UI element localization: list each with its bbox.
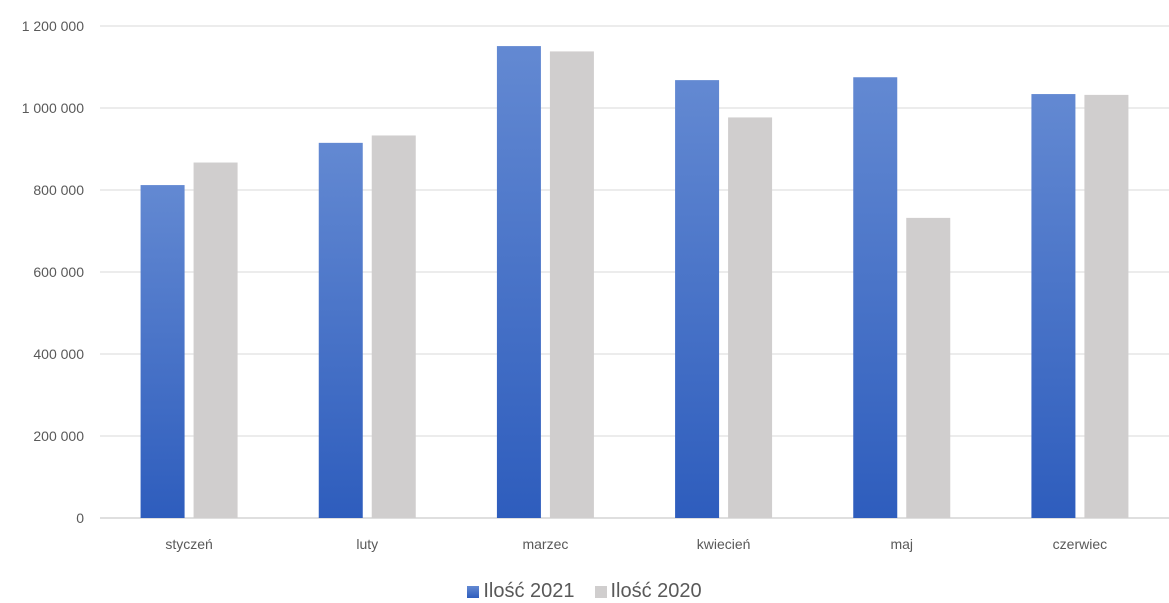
legend: Ilość 2021 Ilość 2020 <box>0 580 1169 603</box>
x-tick-label: czerwiec <box>1053 536 1107 552</box>
x-axis-tick-labels: styczeń luty marzec kwiecień maj czerwiec <box>165 536 1107 552</box>
legend-item-series-1[interactable]: Ilość 2021 <box>467 580 575 603</box>
x-tick-label: maj <box>890 536 913 552</box>
legend-label-series-1: Ilość 2021 <box>483 580 575 602</box>
bar-series-2-1[interactable] <box>193 162 238 518</box>
bar-series-2-2[interactable] <box>371 135 416 518</box>
bar-series-1-3[interactable] <box>496 46 541 519</box>
y-tick-label: 600 000 <box>33 264 84 280</box>
legend-swatch-series-1 <box>467 585 480 598</box>
x-tick-label: styczeń <box>165 536 212 552</box>
gridlines <box>100 25 1169 519</box>
bar-series-1-5[interactable] <box>853 77 898 518</box>
legend-item-series-2[interactable]: Ilość 2020 <box>594 580 702 603</box>
bar-series-1-2[interactable] <box>318 142 363 518</box>
bar-series-1-6[interactable] <box>1031 94 1076 518</box>
legend-label-series-2: Ilość 2020 <box>610 580 702 602</box>
y-tick-label: 200 000 <box>33 428 84 444</box>
x-tick-label: kwiecień <box>697 536 751 552</box>
y-tick-label: 1 000 000 <box>22 100 84 116</box>
bar-series-2-6[interactable] <box>1084 94 1129 518</box>
bar-series-2-5[interactable] <box>906 217 951 518</box>
y-tick-label: 0 <box>76 510 84 526</box>
y-tick-label: 400 000 <box>33 346 84 362</box>
x-tick-label: marzec <box>522 536 568 552</box>
y-tick-label: 1 200 000 <box>22 18 84 34</box>
y-axis-tick-labels: 0 200 000 400 000 600 000 800 000 1 000 000 1 … <box>22 18 85 526</box>
bar-series-1-4[interactable] <box>675 80 720 519</box>
bars <box>140 46 1129 519</box>
legend-swatch-series-2 <box>594 585 607 598</box>
bar-series-2-3[interactable] <box>549 51 594 519</box>
y-tick-label: 800 000 <box>33 182 84 198</box>
x-tick-label: luty <box>356 536 378 552</box>
bar-series-2-4[interactable] <box>728 117 773 519</box>
bar-series-1-1[interactable] <box>140 185 185 518</box>
